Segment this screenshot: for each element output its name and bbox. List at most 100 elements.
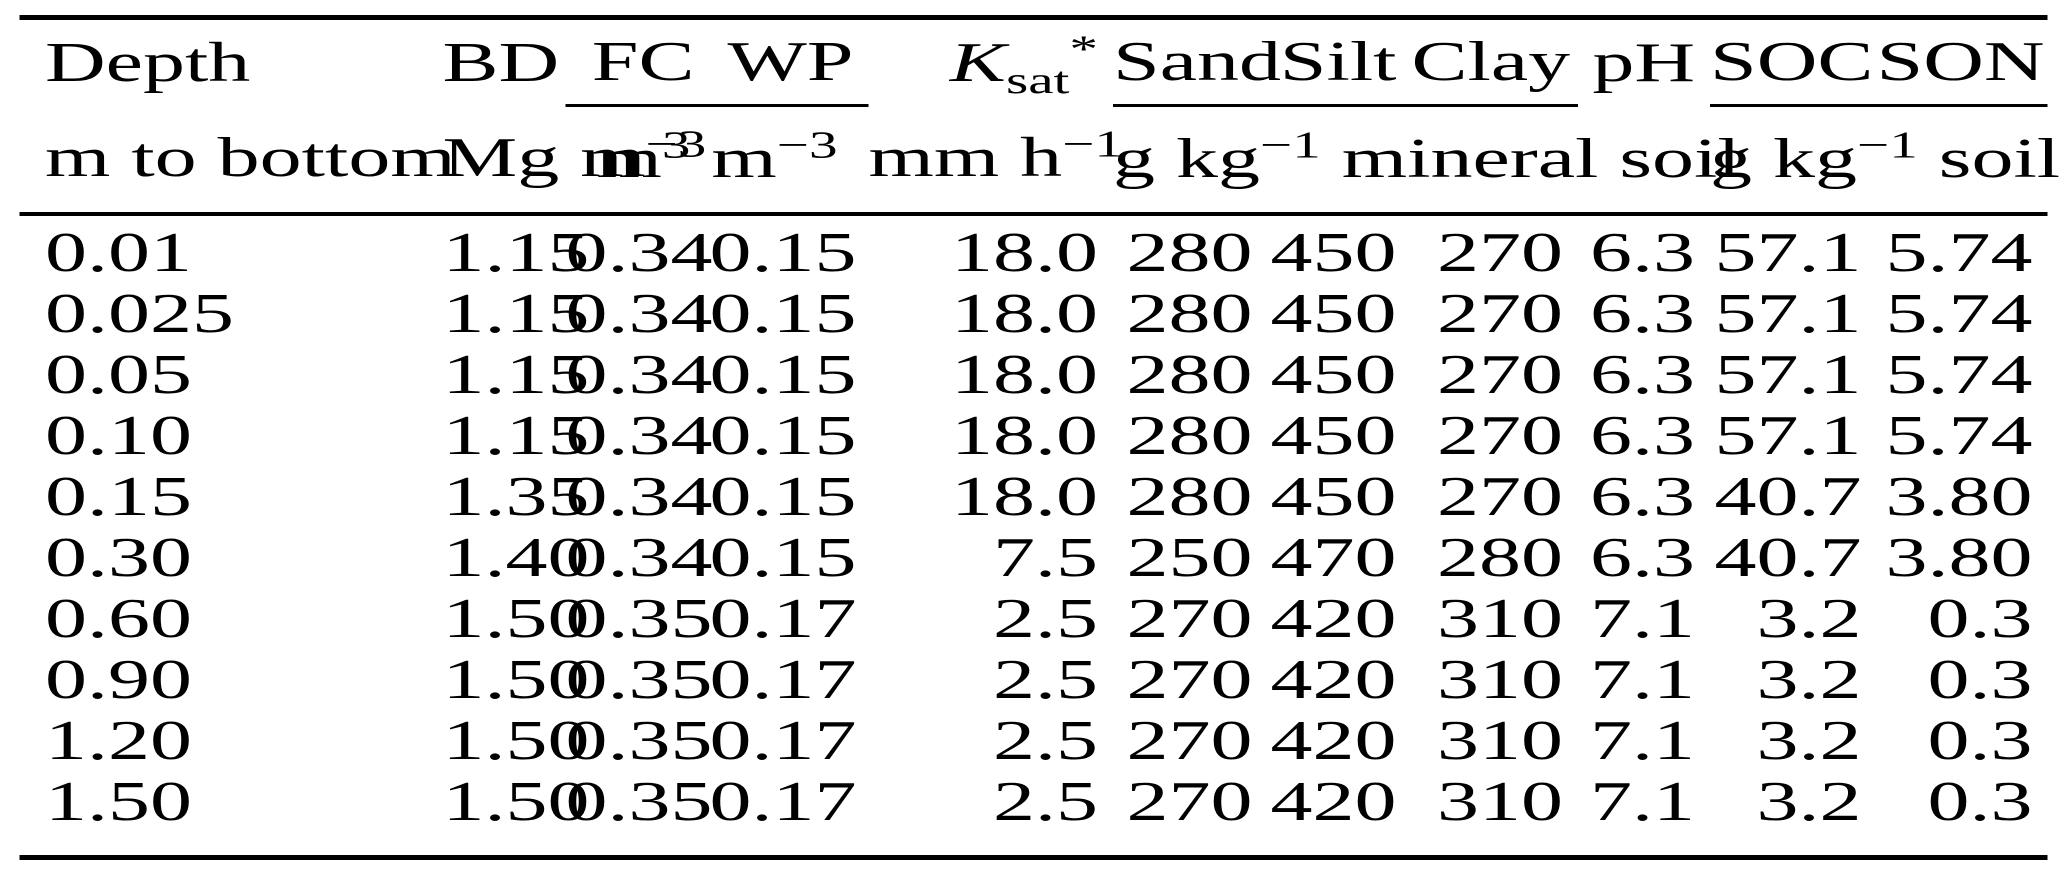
cell: 1.50 (442, 588, 590, 650)
cell: 57.1 (1714, 405, 1862, 467)
cell: 0.15 (709, 344, 857, 406)
cell: 5.74 (1885, 344, 2033, 406)
table-row: 1.20 1.50 0.35 0.17 2.5 270 420 310 7.1 3.2 0.3 (20, 711, 2048, 772)
col-header-son: SON (1876, 17, 2048, 107)
cell: 5.74 (1885, 405, 2033, 467)
cell: 280 (1126, 344, 1253, 406)
cell: 450 (1270, 283, 1397, 345)
table-header: Depth BD FC WP Ksat* Sand Silt Clay pH S… (19, 17, 2060, 216)
cell: 450 (1270, 222, 1397, 284)
cell: 280 (1126, 405, 1253, 467)
cell: 0.35 (565, 649, 713, 711)
cell: 6.3 (1590, 405, 1695, 467)
cell: 0.34 (565, 283, 713, 345)
cell: 420 (1270, 649, 1397, 711)
cell: 270 (1437, 344, 1563, 406)
table-row: 0.15 1.35 0.34 0.15 18.0 280 450 270 6.3 40.7 3.80 (20, 467, 2048, 528)
cell: 270 (1126, 771, 1253, 833)
cell: 0.17 (709, 588, 857, 650)
cell: 270 (1437, 466, 1563, 528)
col-header-ksat: Ksat* (869, 18, 1114, 106)
cell: 6.3 (1590, 283, 1695, 345)
cell: 0.10 (45, 405, 192, 467)
cell: 0.3 (1927, 771, 2033, 833)
cell: 0.60 (45, 588, 192, 650)
cell: 6.3 (1590, 466, 1695, 528)
cell: 0.15 (45, 466, 192, 528)
cell: 6.3 (1590, 344, 1695, 406)
unit-depth: m to bottom (19, 105, 456, 216)
cell: 6.3 (1590, 527, 1695, 589)
cell: 3.80 (1885, 527, 2033, 589)
cell: 1.50 (45, 771, 192, 833)
cell: 250 (1126, 527, 1253, 589)
ksat-asterisk: * (1069, 28, 1098, 71)
cell: 0.17 (709, 710, 857, 772)
cell: 5.74 (1885, 222, 2033, 284)
cell: 0.90 (45, 649, 192, 711)
cell: 0.34 (565, 222, 713, 284)
cell: 7.5 (993, 527, 1098, 589)
cell: 310 (1437, 588, 1563, 650)
cell: 0.05 (45, 344, 192, 406)
table-row: 0.025 1.15 0.34 0.15 18.0 280 450 270 6.3 57.1 5.7… (20, 284, 2048, 345)
unit-ph-empty (1578, 105, 1710, 216)
cell: 7.1 (1590, 710, 1695, 772)
cell: 450 (1270, 405, 1397, 467)
cell: 18.0 (951, 466, 1098, 528)
cell: 7.1 (1590, 588, 1695, 650)
cell: 18.0 (951, 283, 1098, 345)
col-header-bd: BD (442, 31, 560, 94)
soil-properties-table: Depth BD FC WP Ksat* Sand Silt Clay pH S… (19, 15, 2060, 860)
cell: 0.34 (565, 405, 713, 467)
unit-texture: g kg−1 mineral soil (1113, 105, 1741, 216)
table-row: 0.05 1.15 0.34 0.15 18.0 280 450 270 6.3 57.1 5.74 (20, 345, 2048, 406)
cell: 0.15 (709, 405, 857, 467)
cell: 420 (1270, 588, 1397, 650)
cell: 1.50 (442, 710, 590, 772)
col-header-wp: WP (709, 17, 869, 107)
col-header-ph: pH (1592, 31, 1695, 94)
header-row-labels: Depth BD FC WP Ksat* Sand Silt Clay pH S… (20, 17, 2048, 107)
cell: 270 (1437, 405, 1563, 467)
cell: 0.30 (45, 527, 192, 589)
cell: 57.1 (1714, 344, 1862, 406)
cell: 0.15 (709, 283, 857, 345)
cell: 0.025 (45, 283, 234, 345)
header-row-units: m to bottom Mg m−3 m3 m−3 mm h−1 g kg−1 … (19, 105, 2060, 216)
unit-soc-son: g kg−1 soil (1710, 105, 2060, 216)
cell: 3.2 (1756, 588, 1862, 650)
unit-fc-wp: m3 m−3 (565, 105, 869, 216)
col-header-depth: Depth (45, 31, 251, 94)
cell: 1.35 (442, 466, 590, 528)
cell: 1.15 (442, 344, 590, 406)
col-header-sand: Sand (1113, 17, 1281, 107)
cell: 420 (1270, 710, 1397, 772)
cell: 0.15 (709, 222, 857, 284)
cell: 1.20 (45, 710, 192, 772)
table-row: 0.60 1.50 0.35 0.17 2.5 270 420 310 7.1 3.2 0.3 (20, 589, 2048, 650)
cell: 2.5 (993, 588, 1098, 650)
table-row: 0.30 1.40 0.34 0.15 7.5 250 470 280 6.3 40.7 3.80 (20, 528, 2048, 589)
cell: 0.17 (709, 649, 857, 711)
cell: 40.7 (1714, 527, 1862, 589)
cell: 7.1 (1590, 771, 1695, 833)
cell: 1.50 (442, 649, 590, 711)
cell: 310 (1437, 771, 1563, 833)
table-wrapper: Depth BD FC WP Ksat* Sand Silt Clay pH S… (0, 15, 2067, 860)
cell: 5.74 (1885, 283, 2033, 345)
cell: 0.3 (1927, 710, 2033, 772)
ksat-symbol: K (949, 31, 1006, 94)
col-header-soc: SOC (1710, 17, 1877, 107)
cell: 0.35 (565, 771, 713, 833)
cell: 1.15 (442, 222, 590, 284)
cell: 280 (1126, 222, 1253, 284)
cell: 18.0 (951, 222, 1098, 284)
cell: 450 (1270, 466, 1397, 528)
cell: 0.17 (709, 771, 857, 833)
cell: 0.34 (565, 466, 713, 528)
cell: 18.0 (951, 344, 1098, 406)
cell: 1.50 (442, 771, 590, 833)
cell: 470 (1270, 527, 1397, 589)
cell: 0.35 (565, 710, 713, 772)
